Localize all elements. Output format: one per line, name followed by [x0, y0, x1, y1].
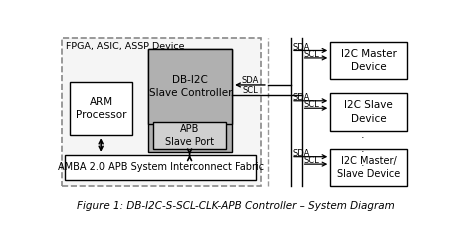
Text: SCL: SCL	[303, 50, 319, 59]
Bar	[148, 49, 232, 124]
Text: AMBA 2.0 APB System Interconnect Fabric: AMBA 2.0 APB System Interconnect Fabric	[57, 162, 263, 172]
Text: SCL: SCL	[303, 156, 319, 165]
Bar	[153, 122, 226, 149]
Text: SCL: SCL	[241, 86, 257, 95]
Text: I2C Slave
Device: I2C Slave Device	[343, 100, 392, 124]
Text: I2C Master
Device: I2C Master Device	[340, 49, 396, 72]
Text: ARM
Processor: ARM Processor	[76, 97, 126, 120]
Text: APB
Slave Port: APB Slave Port	[165, 124, 214, 147]
Bar	[330, 149, 406, 187]
Text: I2C Master/
Slave Device: I2C Master/ Slave Device	[336, 156, 399, 180]
Bar	[148, 49, 232, 152]
Text: FPGA, ASIC, ASSP Device: FPGA, ASIC, ASSP Device	[66, 42, 184, 51]
Text: SDA: SDA	[292, 43, 309, 52]
Bar	[330, 93, 406, 131]
Text: SDA: SDA	[241, 76, 258, 85]
Bar	[70, 82, 132, 135]
Text: .
.
.: . . .	[360, 130, 364, 168]
Bar	[330, 42, 406, 79]
Bar	[62, 38, 261, 187]
Text: SDA: SDA	[292, 149, 309, 158]
Text: SCL: SCL	[303, 100, 319, 109]
Text: SDA: SDA	[292, 93, 309, 102]
Text: DB-I2C
Slave Controller: DB-I2C Slave Controller	[148, 75, 231, 98]
Text: Figure 1: DB-I2C-S-SCL-CLK-APB Controller – System Diagram: Figure 1: DB-I2C-S-SCL-CLK-APB Controlle…	[77, 201, 394, 211]
Bar	[65, 155, 256, 180]
